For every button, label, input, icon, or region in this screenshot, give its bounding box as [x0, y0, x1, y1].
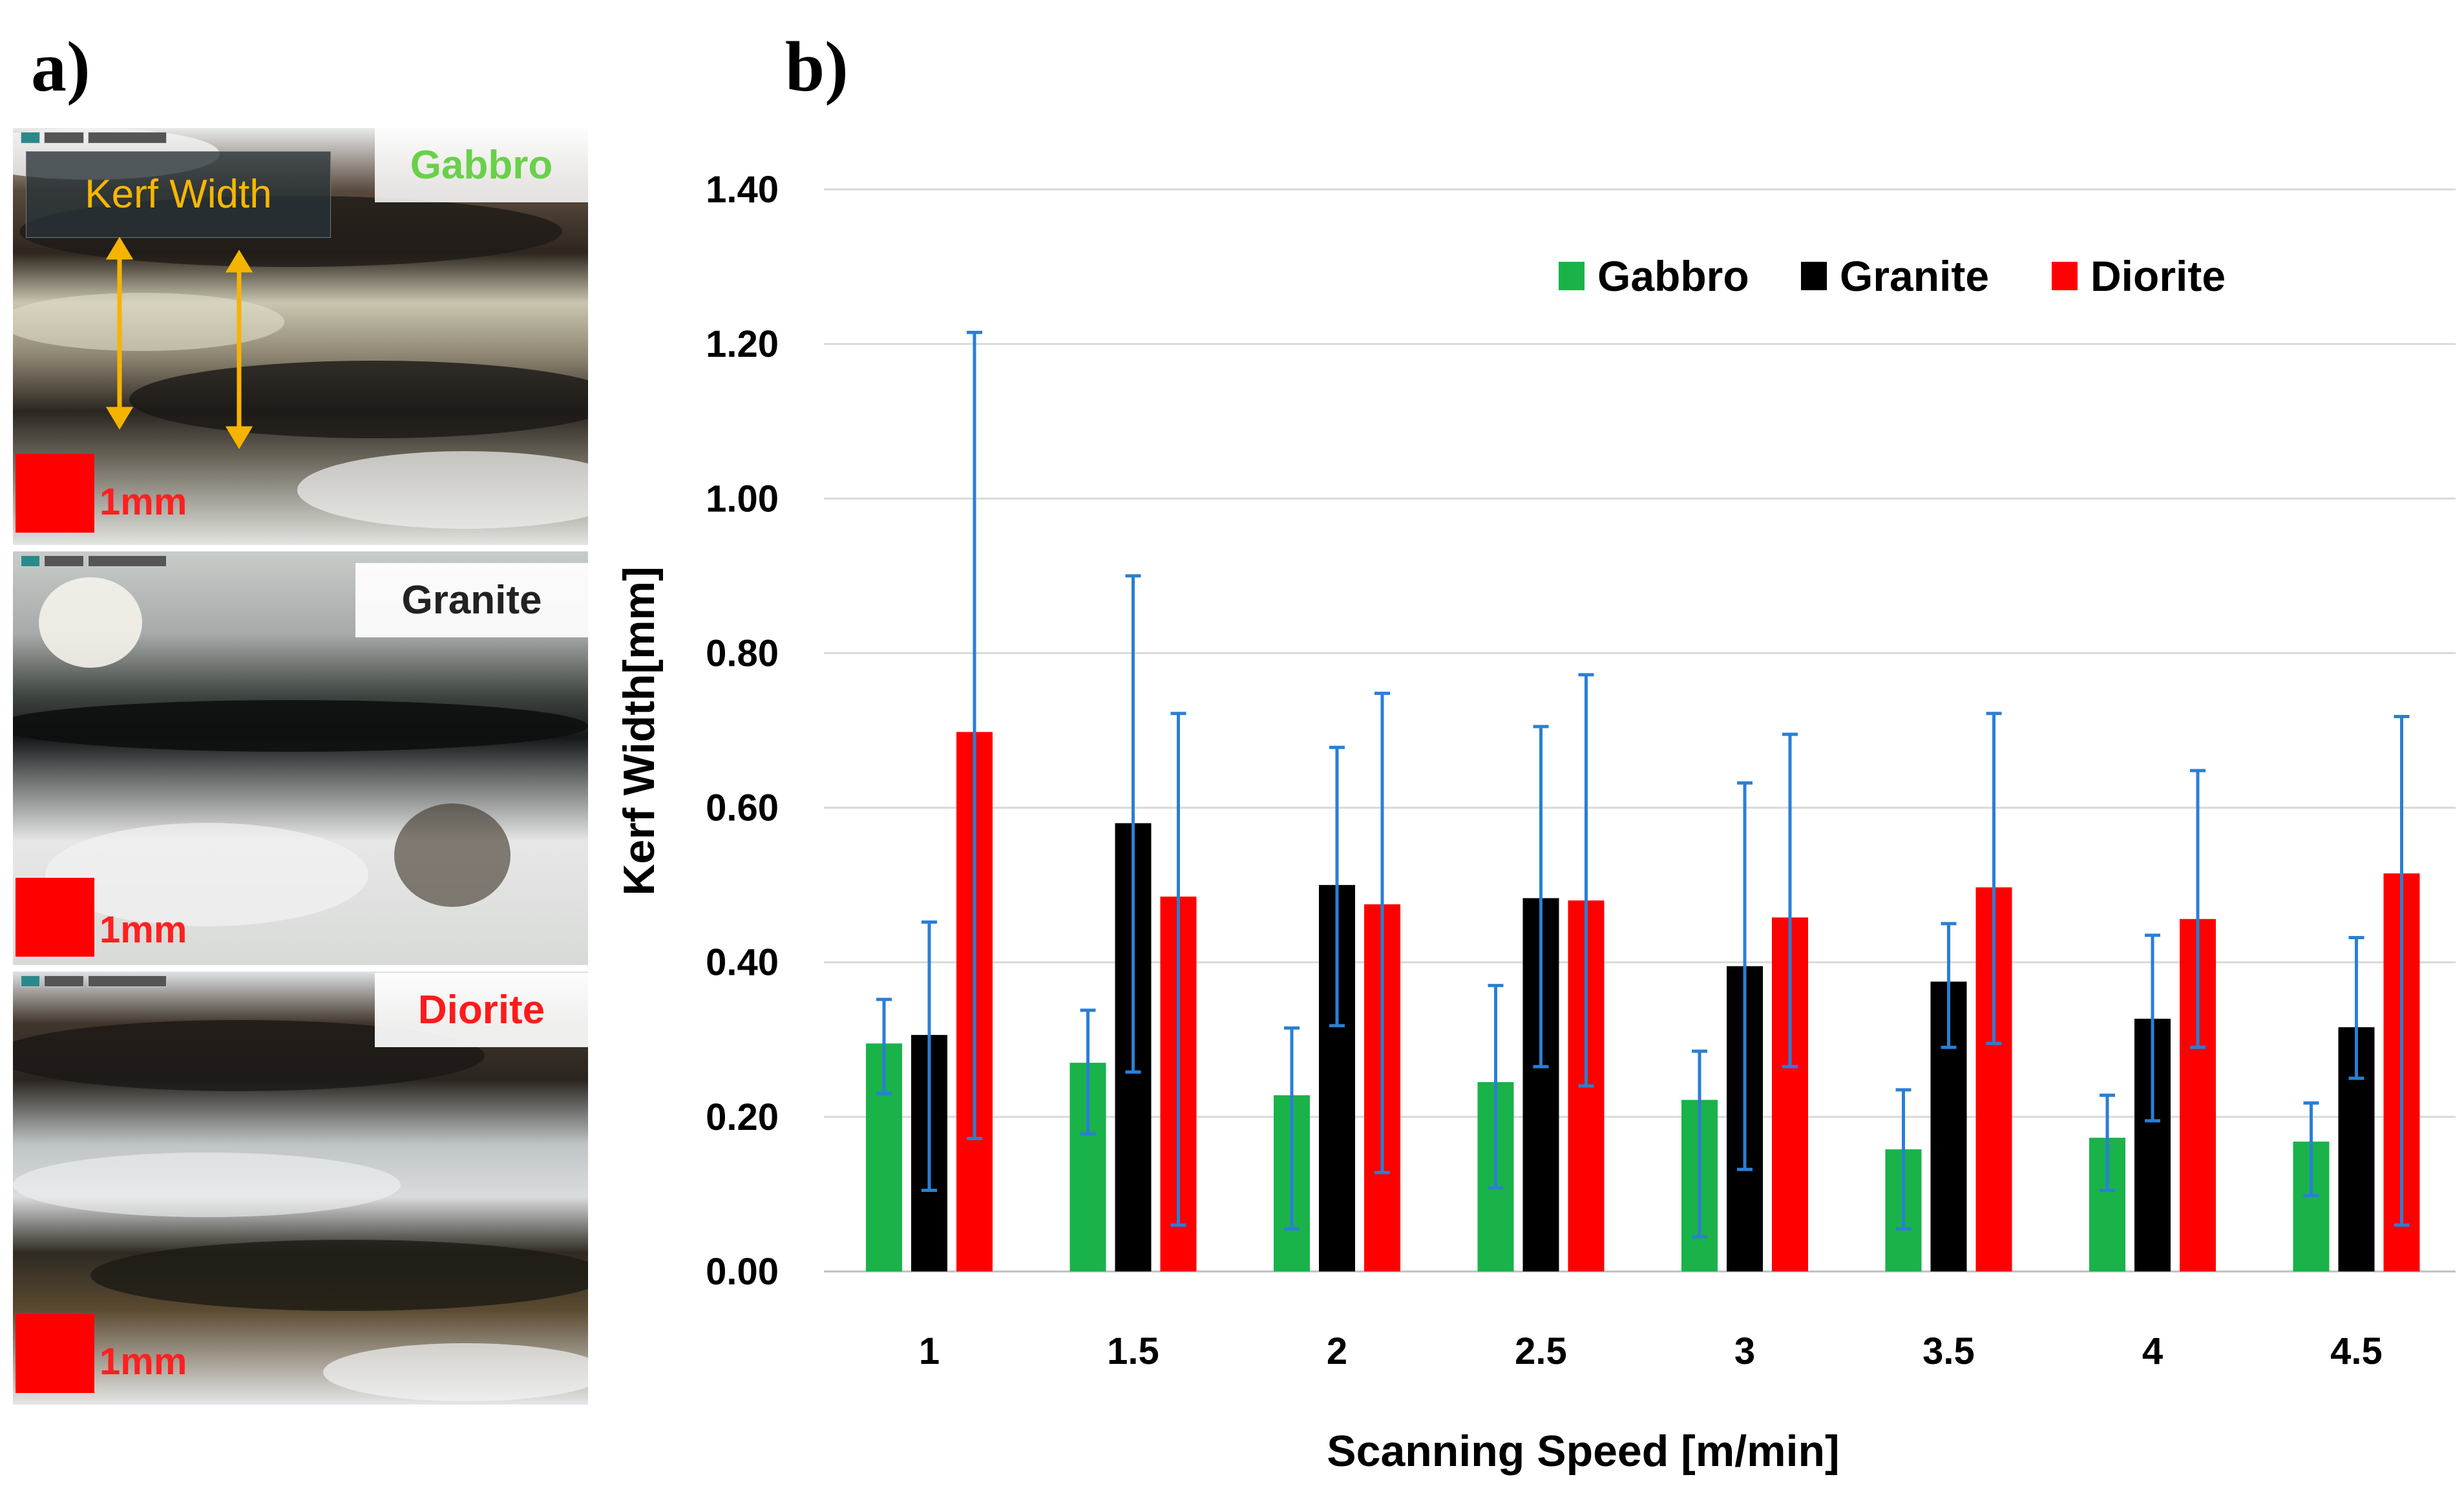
- error-bar-granite-1.5: [1125, 574, 1141, 1074]
- y-axis-title: Kerf Width[mm]: [615, 566, 664, 895]
- error-bar-granite-1: [921, 920, 937, 1192]
- error-bar-diorite-4.5: [2394, 714, 2410, 1227]
- error-bar-gabbro-3: [1692, 1049, 1707, 1238]
- granite-micrograph-texture: [13, 551, 588, 965]
- error-bar-granite-2: [1329, 745, 1345, 1028]
- scale-bar-square: [16, 1314, 94, 1393]
- kerf-width-annotation: Kerf Width: [26, 151, 331, 238]
- image-timestamp: [21, 975, 167, 987]
- y-tick-label: 0.20: [706, 1096, 779, 1138]
- diorite-micrograph-texture: [13, 972, 588, 1405]
- legend: Gabbro Granite Diorite: [1559, 252, 2226, 300]
- x-tick-label: 4.5: [2330, 1330, 2383, 1372]
- rock-label-gabbro: Gabbro: [375, 128, 588, 202]
- error-bar-diorite-2.5: [1578, 673, 1594, 1088]
- image-timestamp: [21, 555, 167, 567]
- scale-bar-square: [16, 878, 94, 957]
- rock-label-diorite: Diorite: [375, 973, 588, 1047]
- error-bar-gabbro-4: [2100, 1093, 2115, 1192]
- gabbro-micrograph: Gabbro Kerf Width 1mm: [13, 128, 588, 545]
- image-timestamp: [21, 132, 167, 143]
- panel-b-label: b): [785, 27, 848, 106]
- scale-bar-label: 1mm: [100, 1341, 187, 1383]
- x-tick-label: 3: [1734, 1330, 1755, 1372]
- y-tick-label: 1.00: [706, 478, 779, 520]
- error-bar-gabbro-1: [876, 997, 892, 1096]
- y-tick-label: 1.20: [706, 323, 779, 365]
- x-tick-labels: 1 1.5 2 2.5 3 3.5 4 4.5: [919, 1330, 2383, 1372]
- x-tick-label: 2.5: [1515, 1330, 1567, 1372]
- legend-swatch-gabbro: [1559, 262, 1585, 290]
- legend-swatch-granite: [1801, 262, 1827, 290]
- error-bar-diorite-3.5: [1986, 712, 2002, 1045]
- x-tick-label: 3.5: [1922, 1330, 1975, 1372]
- error-bar-gabbro-1.5: [1080, 1008, 1096, 1136]
- error-bar-gabbro-2: [1284, 1026, 1300, 1231]
- error-bar-gabbro-4.5: [2303, 1101, 2319, 1198]
- y-tick-label: 0.60: [706, 787, 779, 829]
- error-bars: [876, 330, 2410, 1238]
- y-tick-label: 0.80: [706, 632, 779, 674]
- rock-label-granite: Granite: [355, 563, 588, 637]
- error-bar-gabbro-3.5: [1895, 1088, 1911, 1231]
- legend-swatch-diorite: [2052, 262, 2078, 290]
- x-tick-label: 1: [919, 1330, 940, 1372]
- error-bar-diorite-2: [1374, 692, 1390, 1174]
- diorite-micrograph: Diorite 1mm: [13, 972, 588, 1405]
- error-bar-diorite-1: [967, 330, 982, 1140]
- scale-bar-label: 1mm: [100, 909, 187, 951]
- x-axis-title: Scanning Speed [m/min]: [1327, 1427, 1839, 1476]
- error-bar-granite-4.5: [2348, 935, 2364, 1080]
- scale-bar-square: [16, 454, 94, 533]
- x-tick-label: 1.5: [1107, 1330, 1159, 1372]
- y-tick-label: 1.40: [706, 169, 779, 211]
- error-bar-granite-3.5: [1941, 922, 1957, 1049]
- error-bar-diorite-1.5: [1170, 712, 1186, 1227]
- granite-micrograph: Granite 1mm: [13, 551, 588, 965]
- legend-label-gabbro: Gabbro: [1597, 252, 1749, 300]
- bars: [866, 732, 2420, 1271]
- error-bar-diorite-4: [2190, 769, 2206, 1049]
- error-bar-granite-3: [1737, 781, 1753, 1171]
- scale-bar-label: 1mm: [100, 481, 187, 523]
- y-tick-labels: 0.00 0.20 0.40 0.60 0.80 1.00 1.20 1.40: [706, 169, 779, 1293]
- kerf-width-arrows: [105, 237, 253, 449]
- x-tick-label: 2: [1327, 1330, 1347, 1372]
- y-tick-label: 0.40: [706, 942, 779, 984]
- error-bar-granite-4: [2145, 933, 2160, 1123]
- legend-label-granite: Granite: [1840, 252, 1989, 300]
- panel-a-label: a): [31, 27, 90, 106]
- legend-label-diorite: Diorite: [2090, 252, 2226, 300]
- x-tick-label: 4: [2142, 1330, 2163, 1372]
- error-bar-granite-2.5: [1533, 725, 1549, 1068]
- error-bar-gabbro-2.5: [1488, 984, 1504, 1190]
- error-bar-diorite-3: [1782, 732, 1798, 1068]
- y-tick-label: 0.00: [706, 1251, 779, 1293]
